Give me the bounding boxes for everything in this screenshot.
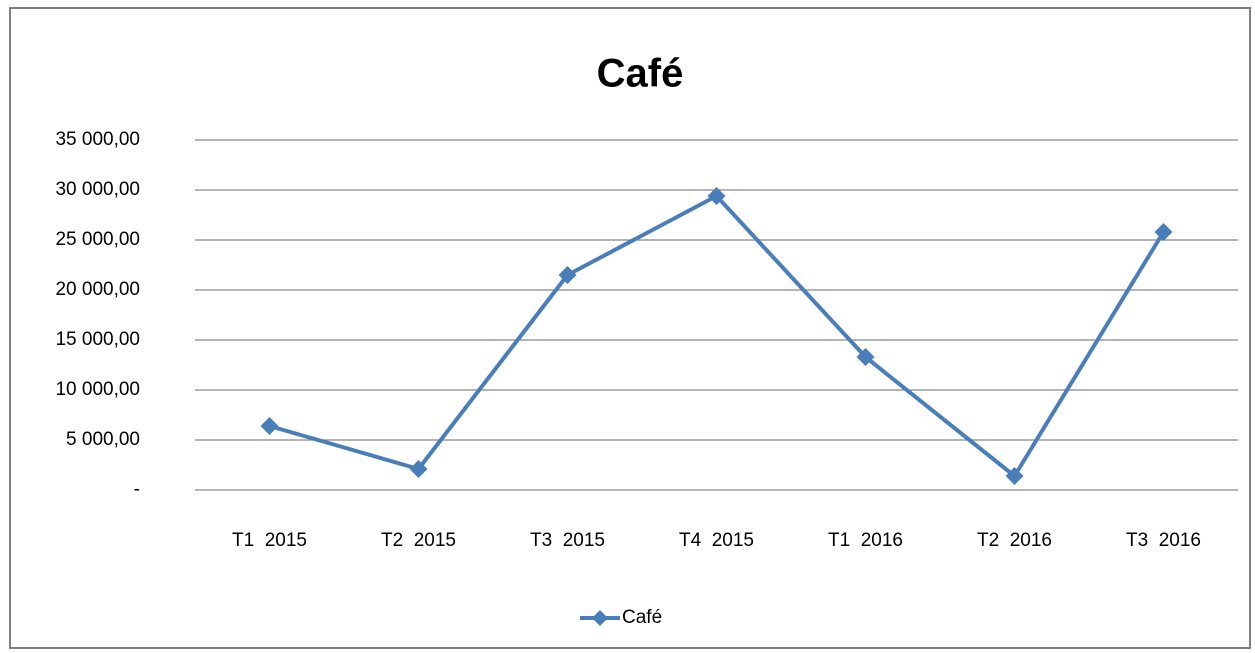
y-tick-label: 5 000,00 [66, 429, 140, 450]
legend-label: Café [622, 607, 662, 628]
x-tick-label: T4 2015 [679, 530, 754, 551]
y-tick-label: 10 000,00 [55, 379, 140, 400]
x-tick-label: T3 2016 [1126, 530, 1201, 551]
y-tick-label: 25 000,00 [55, 229, 140, 250]
legend-marker [592, 610, 608, 626]
marker [260, 417, 279, 435]
marker [1005, 467, 1024, 485]
x-tick-label: T2 2015 [381, 530, 456, 551]
chart-title: Café [597, 52, 684, 96]
y-tick-label: - [134, 479, 140, 500]
x-tick-label: T2 2016 [977, 530, 1052, 551]
y-tick-label: 20 000,00 [55, 279, 140, 300]
y-tick-label: 30 000,00 [55, 179, 140, 200]
marker [856, 348, 875, 366]
x-tick-label: T1 2015 [232, 530, 307, 551]
marker [1154, 223, 1173, 241]
marker [409, 460, 428, 478]
x-tick-label: T1 2016 [828, 530, 903, 551]
y-tick-label: 15 000,00 [55, 329, 140, 350]
marker [707, 187, 726, 205]
marker [558, 266, 577, 284]
x-tick-label: T3 2015 [530, 530, 605, 551]
y-tick-label: 35 000,00 [55, 129, 140, 150]
chart-frame [9, 7, 1251, 649]
